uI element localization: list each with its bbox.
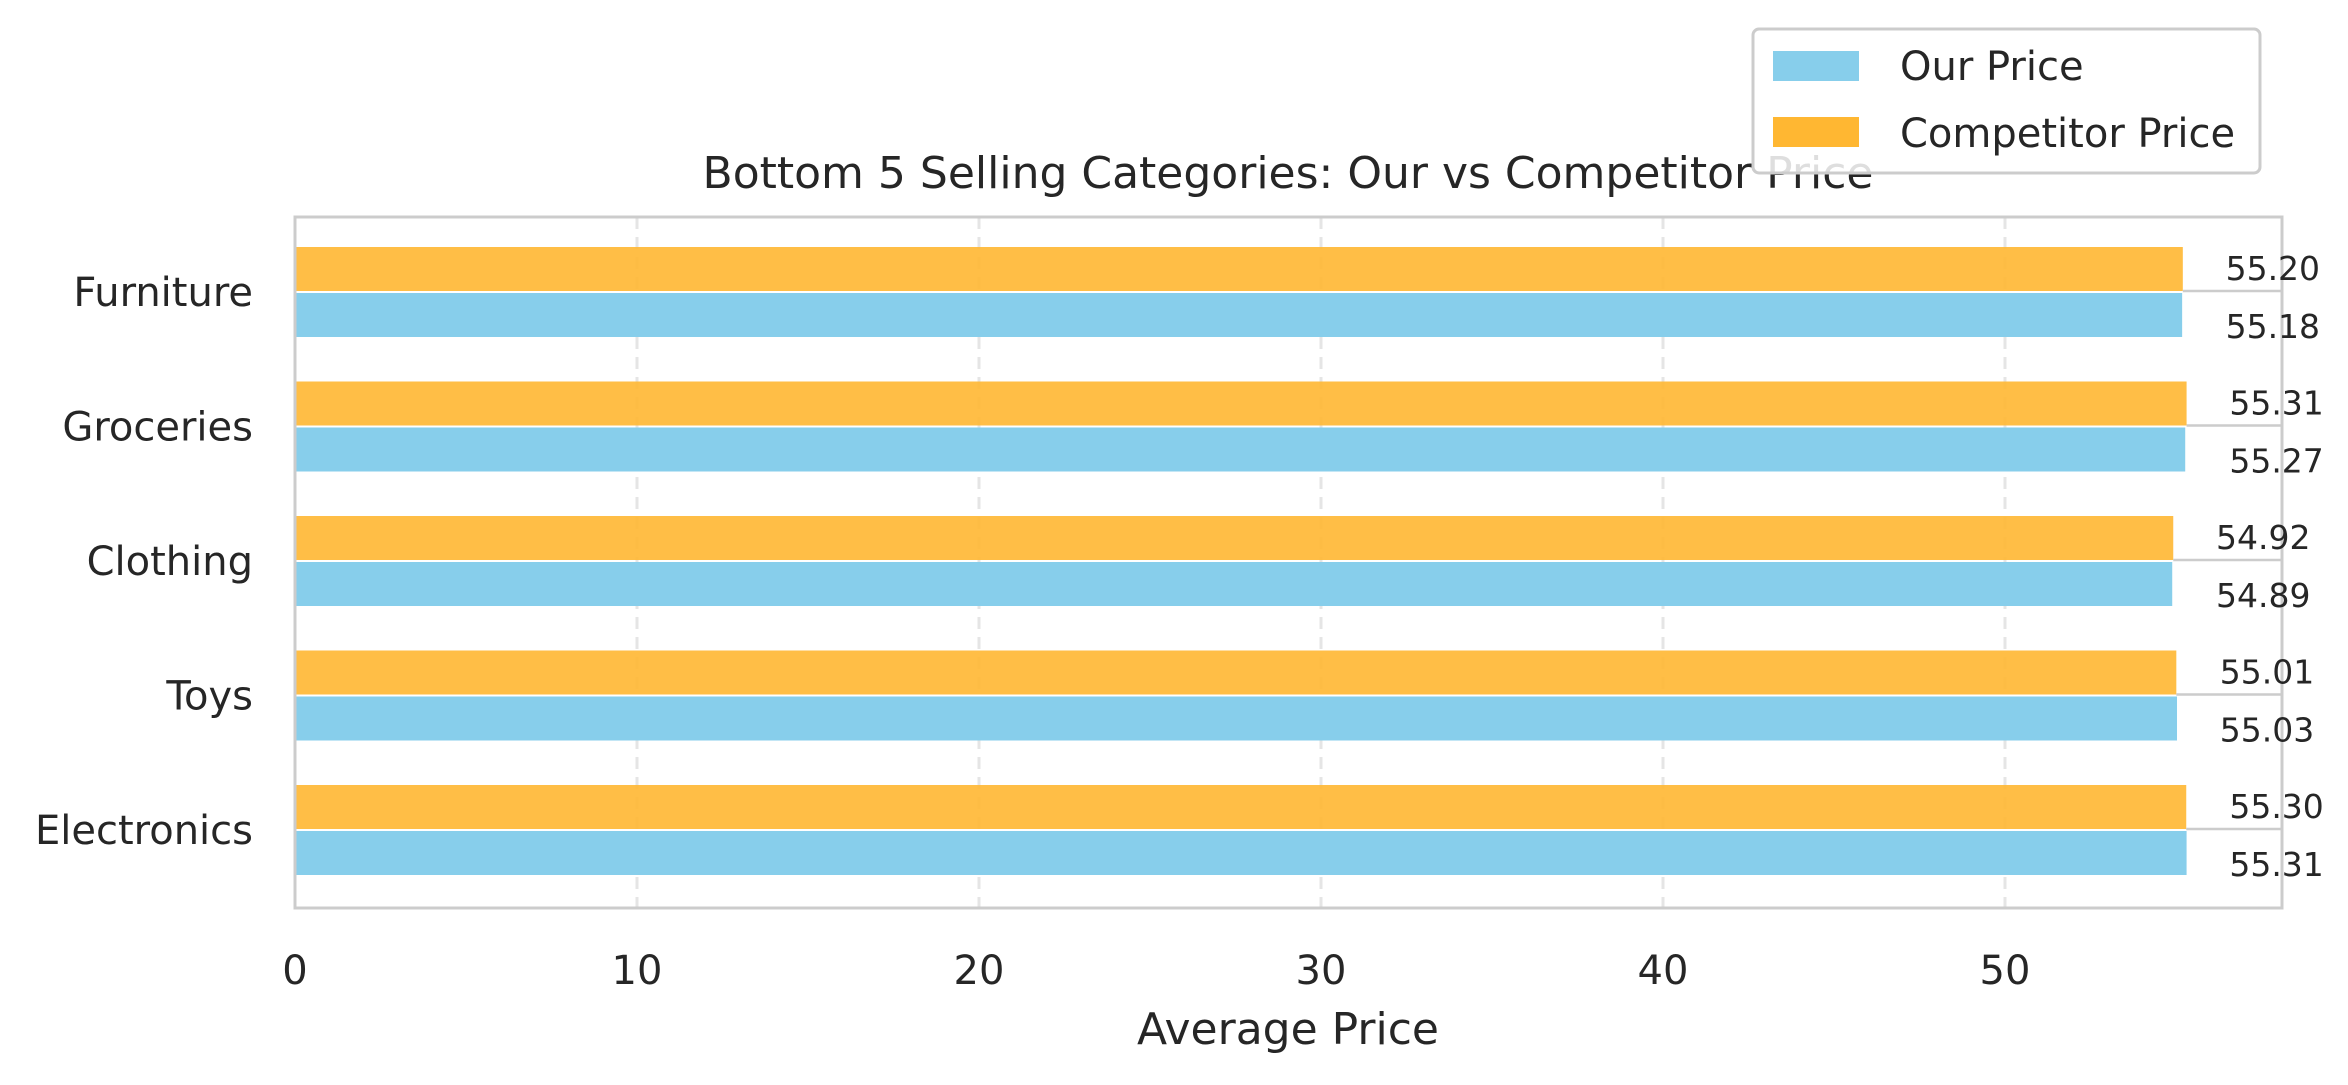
bars	[295, 247, 2282, 875]
data-label-our-price: 55.18	[2226, 307, 2320, 346]
data-label-competitor-price: 55.20	[2226, 249, 2320, 288]
x-tick-label: 30	[1296, 948, 1347, 994]
x-tick-label: 40	[1638, 948, 1689, 994]
bar-our-price	[295, 562, 2173, 606]
chart-title: Bottom 5 Selling Categories: Our vs Comp…	[703, 148, 1874, 199]
legend: Our Price Competitor Price	[1751, 27, 2262, 175]
legend-label-our-price: Our Price	[1900, 44, 2084, 90]
legend-swatch-our-price	[1773, 51, 1859, 81]
data-labels: 55.20 55.18 55.31 55.27 54.92 54.89 55.01 55.03…	[2216, 249, 2324, 884]
data-label-our-price: 54.89	[2216, 576, 2310, 615]
data-label-our-price: 55.31	[2229, 845, 2323, 884]
x-axis-label: Average Price	[1137, 1004, 1439, 1055]
bar-our-price	[295, 427, 2186, 472]
data-label-competitor-price: 55.01	[2220, 653, 2314, 692]
data-label-our-price: 55.03	[2220, 711, 2314, 750]
x-tick-labels: 0 10 20 30 40 50	[282, 948, 2030, 994]
legend-box	[1751, 27, 2262, 175]
bar-our-price	[295, 831, 2187, 875]
legend-swatch-competitor-price	[1773, 117, 1859, 147]
x-tick-label: 20	[954, 948, 1005, 994]
bar-competitor-price	[295, 516, 2174, 560]
bar-our-price	[295, 293, 2183, 337]
y-tick-label: Furniture	[73, 270, 253, 316]
y-tick-label: Clothing	[87, 539, 253, 585]
plot-frame	[293, 215, 2284, 910]
y-tick-label: Toys	[165, 674, 253, 720]
y-tick-label: Electronics	[35, 808, 253, 854]
bar-competitor-price	[295, 381, 2187, 426]
x-tick-label: 10	[612, 948, 663, 994]
x-tick-label: 50	[1980, 948, 2031, 994]
data-label-our-price: 55.27	[2229, 442, 2323, 481]
y-tick-label: Groceries	[62, 405, 253, 451]
bar-competitor-price	[295, 785, 2187, 829]
y-tick-labels: Furniture Groceries Clothing Toys Electronic…	[35, 270, 253, 854]
data-label-competitor-price: 55.31	[2229, 384, 2323, 423]
data-label-competitor-price: 55.30	[2229, 787, 2323, 826]
legend-label-competitor-price: Competitor Price	[1900, 111, 2235, 157]
bar-our-price	[295, 696, 2178, 741]
bar-competitor-price	[295, 650, 2177, 695]
data-label-competitor-price: 54.92	[2216, 518, 2310, 557]
x-tick-label: 0	[282, 948, 307, 994]
bar-competitor-price	[295, 247, 2183, 291]
